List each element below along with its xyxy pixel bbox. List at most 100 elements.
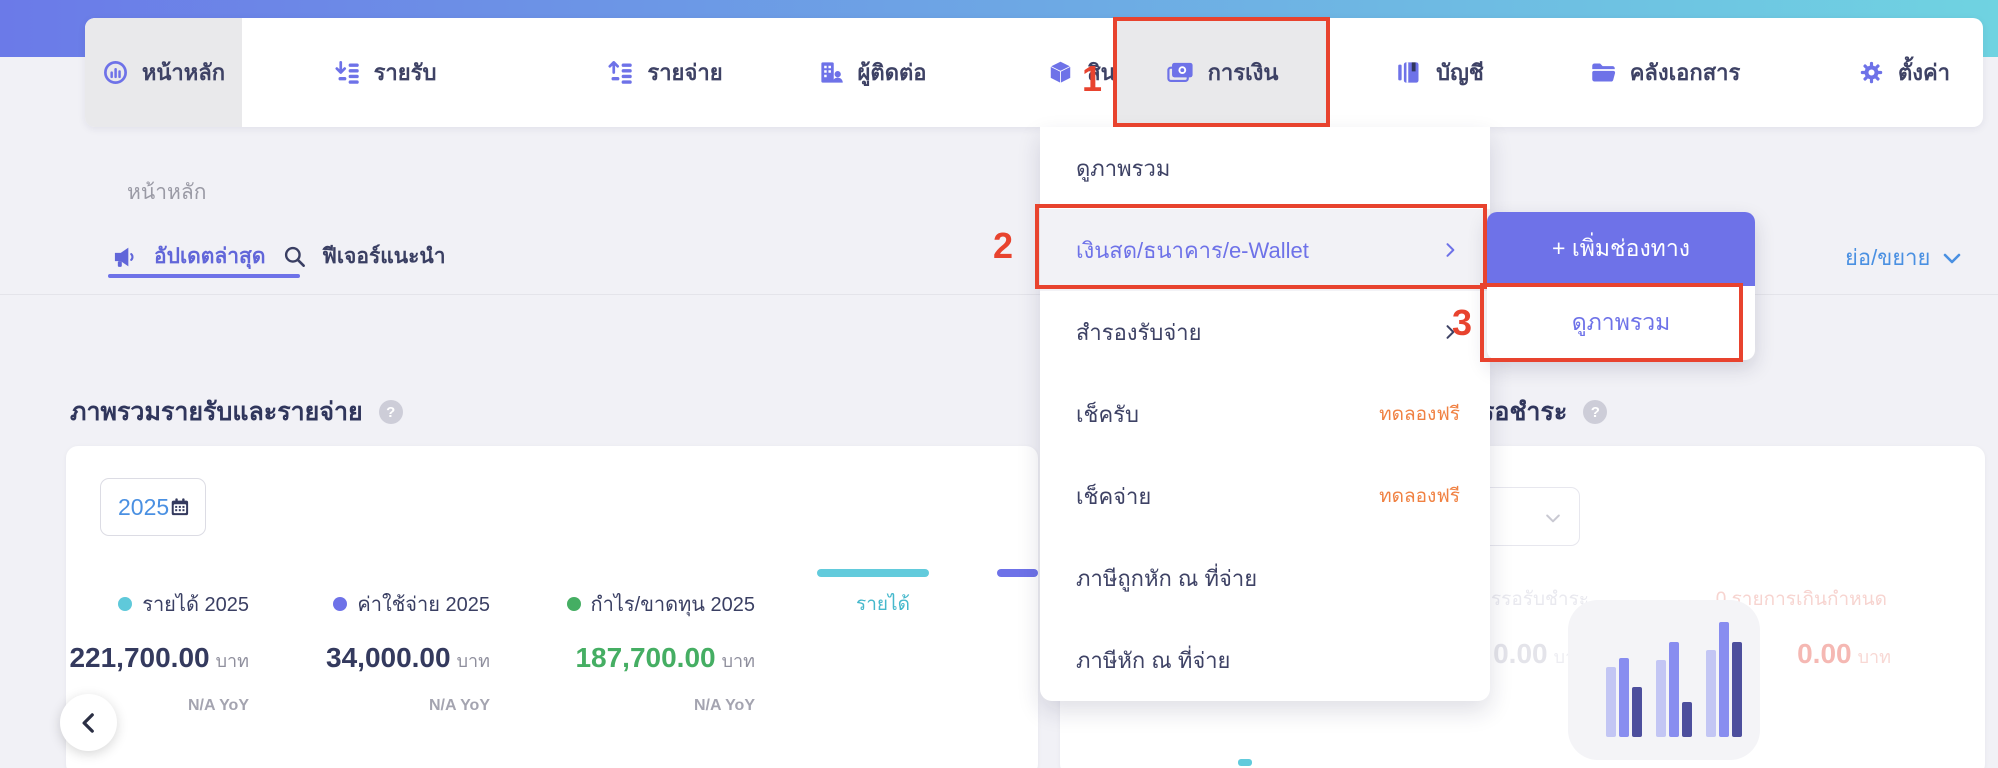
free-trial-badge: ทดลองฟรี	[1379, 486, 1460, 507]
pending-overdue-value: 0.00 บาท	[1797, 638, 1891, 669]
menu-label: ภาษีถูกหัก ณ ที่จ่าย	[1076, 565, 1258, 591]
chevron-right-icon	[1446, 325, 1455, 339]
tab-latest-updates[interactable]: อัปเดตล่าสุด	[112, 240, 266, 273]
add-channel-label: + เพิ่มช่องทาง	[1552, 235, 1690, 261]
bar-chart-icon	[1568, 600, 1760, 760]
chart-legend-income-line[interactable]	[817, 569, 929, 577]
gauge-icon	[103, 61, 127, 84]
submenu-label: ดูภาพรวม	[1571, 309, 1671, 335]
menu-label: ดูภาพรวม	[1076, 155, 1171, 181]
bar-chart-icon-bar	[1706, 650, 1716, 737]
collapse-expand-toggle[interactable]: ย่อ/ขยาย	[1845, 240, 1964, 275]
nav-item-expense[interactable]: รายจ่าย	[572, 18, 758, 127]
finance-icon	[1166, 62, 1193, 83]
stat-label: กำไร/ขาดทุน 2025	[590, 594, 756, 616]
breadcrumb: หน้าหลัก	[127, 181, 207, 204]
chevron-down-icon	[1944, 253, 1961, 263]
chart-legend-income-label: รายได้	[856, 594, 910, 615]
pending-title: รอชำระ	[1481, 398, 1568, 426]
stat-label: ค่าใช้จ่าย 2025	[357, 594, 490, 616]
cash-bank-submenu: + เพิ่มช่องทาง ดูภาพรวม	[1487, 212, 1755, 360]
chart-fragment	[1238, 759, 1252, 766]
annotation-number-2: 2	[993, 225, 1014, 266]
nav-item-income[interactable]: รายรับ	[300, 18, 470, 127]
stat-yoy: N/A YoY	[428, 697, 490, 714]
nav-label: หน้าหลัก	[141, 60, 226, 85]
nav-label: บัญชี	[1436, 60, 1484, 85]
nav-label: รายจ่าย	[647, 60, 723, 85]
nav-item-home[interactable]: หน้าหลัก	[85, 18, 242, 127]
stat-value: 187,700.00 บาท	[575, 642, 755, 673]
stat-expense: ค่าใช้จ่าย 2025 34,000.00 บาท N/A YoY	[326, 588, 490, 715]
stat-label-row: ค่าใช้จ่าย 2025	[326, 588, 490, 620]
menu-item-cheque-received[interactable]: เช็ครับ ทดลองฟรี	[1040, 373, 1490, 455]
menu-item-tax-withheld[interactable]: ภาษีถูกหัก ณ ที่จ่าย	[1040, 537, 1490, 619]
bar-chart-icon-bar	[1719, 622, 1729, 737]
search-icon	[284, 246, 305, 267]
stat-income: รายได้ 2025 221,700.00 บาท N/A YoY	[69, 588, 249, 715]
menu-label: เช็ครับ	[1076, 401, 1139, 427]
free-trial-badge: ทดลองฟรี	[1379, 404, 1460, 425]
folder-icon	[1591, 63, 1615, 82]
stat-yoy: N/A YoY	[693, 697, 755, 714]
bar-chart-icon-bar	[1619, 658, 1629, 737]
help-icon[interactable]: ?	[1583, 400, 1608, 424]
bar-chart-icon-bar	[1669, 642, 1679, 737]
bar-chart-icon-bar	[1732, 642, 1742, 737]
menu-item-withholding-tax[interactable]: ภาษีหัก ณ ที่จ่าย	[1040, 619, 1490, 701]
overview-header: ภาพรวมรายรับและรายจ่าย ?	[70, 392, 403, 432]
year-value: 2025	[118, 493, 170, 520]
menu-label: เงินสด/ธนาคาร/e-Wallet	[1076, 237, 1309, 263]
tab-label: อัปเดตล่าสุด	[154, 245, 266, 268]
finance-dropdown-menu: ดูภาพรวม เงินสด/ธนาคาร/e-Wallet สำรองรับ…	[1040, 127, 1490, 701]
expense-icon	[608, 61, 633, 84]
nav-label: คลังเอกสาร	[1629, 60, 1741, 85]
stat-label-row: กำไร/ขาดทุน 2025	[566, 588, 756, 620]
stat-yoy: N/A YoY	[187, 697, 249, 714]
nav-item-documents[interactable]: คลังเอกสาร	[1555, 18, 1775, 127]
overview-title: ภาพรวมรายรับและรายจ่าย	[70, 398, 363, 426]
nav-label: ผู้ติดต่อ	[857, 60, 927, 85]
help-icon[interactable]: ?	[378, 400, 403, 424]
ledger-icon	[1398, 62, 1419, 83]
income-icon	[335, 61, 359, 84]
stat-label-row: รายได้ 2025	[69, 588, 249, 620]
active-tab-underline	[108, 274, 300, 278]
section-divider	[0, 294, 1998, 295]
chevron-down-icon	[1546, 514, 1560, 523]
tab-label: ฟีเจอร์แนะนำ	[322, 245, 446, 268]
bar-chart-icon-bar	[1682, 702, 1692, 737]
bar-chart-icon-bar	[1606, 667, 1616, 737]
pending-overdue-label: 0 รายการเกินกำหนด	[1715, 589, 1887, 610]
nav-item-settings[interactable]: ตั้งค่า	[1825, 18, 1983, 127]
bar-chart-icon-bar	[1656, 660, 1666, 737]
year-selector[interactable]: 2025	[100, 478, 206, 536]
nav-label: ตั้งค่า	[1897, 60, 1951, 85]
tab-recommended-features[interactable]: ฟีเจอร์แนะนำ	[282, 240, 446, 273]
menu-item-cash-bank-ewallet[interactable]: เงินสด/ธนาคาร/e-Wallet	[1040, 209, 1490, 291]
nav-item-contacts[interactable]: ผู้ติดต่อ	[775, 18, 969, 127]
stat-label: รายได้ 2025	[142, 594, 249, 616]
legend-dot-profit	[566, 597, 581, 611]
menu-item-cheque-paid[interactable]: เช็คจ่าย ทดลองฟรี	[1040, 455, 1490, 537]
annotation-number-1: 1	[1082, 58, 1103, 99]
add-channel-button[interactable]: + เพิ่มช่องทาง	[1487, 212, 1755, 286]
toggle-label: ย่อ/ขยาย	[1845, 245, 1931, 270]
menu-item-overview[interactable]: ดูภาพรวม	[1040, 127, 1490, 209]
stat-value: 221,700.00 บาท	[69, 642, 249, 673]
menu-label: เช็คจ่าย	[1076, 483, 1152, 509]
nav-label: การเงิน	[1207, 60, 1279, 85]
menu-label: ภาษีหัก ณ ที่จ่าย	[1076, 647, 1231, 673]
pending-header: รอชำระ ?	[1481, 392, 1608, 432]
chart-legend-expense-line[interactable]	[997, 569, 1038, 577]
nav-item-accounting[interactable]: บัญชี	[1370, 18, 1510, 127]
overview-card: 2025 รายได้ 2025 221,700.00 บาท N/A YoY ค…	[66, 446, 1038, 768]
legend-dot-income	[118, 597, 133, 611]
contacts-icon	[820, 62, 843, 83]
carousel-prev-button[interactable]	[60, 694, 117, 751]
menu-item-reserve[interactable]: สำรองรับจ่าย	[1040, 291, 1490, 373]
submenu-item-overview[interactable]: ดูภาพรวม	[1487, 286, 1755, 360]
bar-chart-icon-bar	[1632, 687, 1642, 737]
nav-item-finance[interactable]: การเงิน	[1115, 18, 1329, 127]
